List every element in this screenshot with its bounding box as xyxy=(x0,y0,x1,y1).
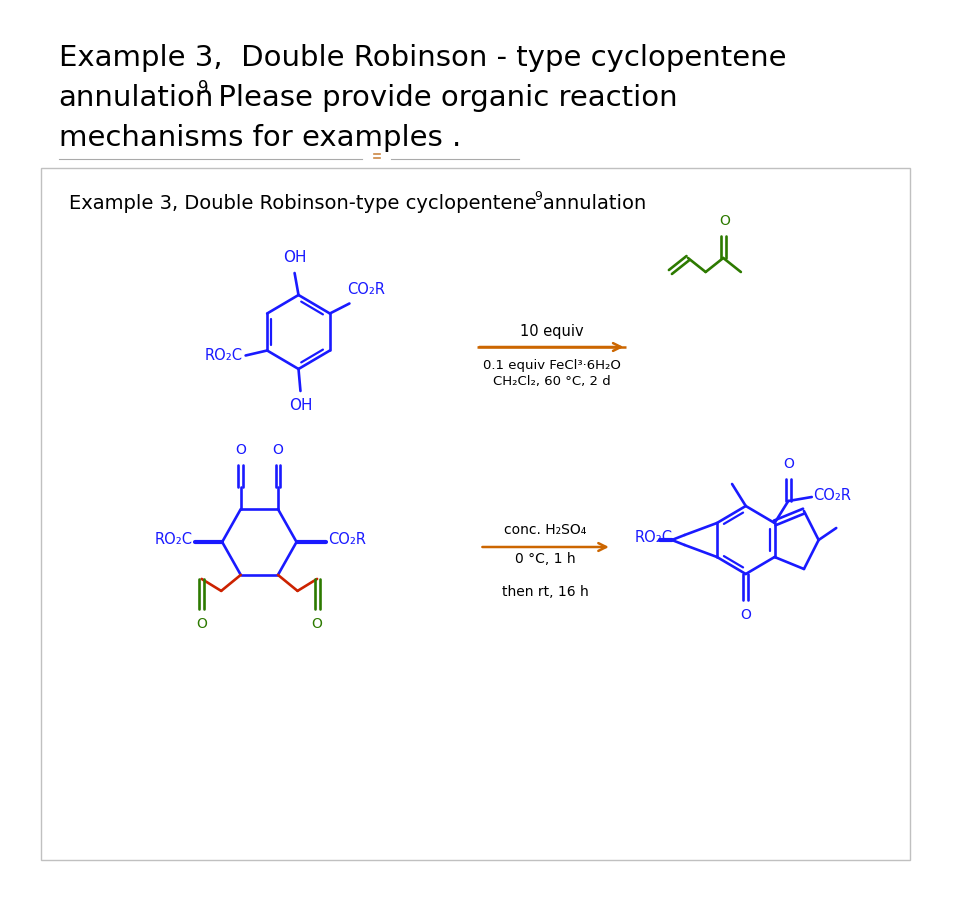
Text: mechanisms for examples .: mechanisms for examples . xyxy=(58,124,461,152)
Text: OH: OH xyxy=(283,250,306,265)
Text: then rt, 16 h: then rt, 16 h xyxy=(503,585,589,599)
Text: 0.1 equiv FeCl³·6H₂O: 0.1 equiv FeCl³·6H₂O xyxy=(482,359,620,372)
Text: CO₂R: CO₂R xyxy=(328,533,365,548)
Text: RO₂C: RO₂C xyxy=(635,530,673,546)
Text: 9: 9 xyxy=(198,79,209,97)
Text: O: O xyxy=(741,608,751,622)
Text: Example 3, Double Robinson-type cyclopentene annulation: Example 3, Double Robinson-type cyclopen… xyxy=(68,194,645,213)
Text: RO₂C: RO₂C xyxy=(205,348,243,363)
Text: Please provide organic reaction: Please provide organic reaction xyxy=(209,84,677,112)
Text: RO₂C: RO₂C xyxy=(155,533,192,548)
Text: O: O xyxy=(312,617,323,631)
Text: annulation: annulation xyxy=(58,84,214,112)
Text: O: O xyxy=(196,617,207,631)
Text: 0 °C, 1 h: 0 °C, 1 h xyxy=(515,552,576,566)
Text: 10 equiv: 10 equiv xyxy=(520,324,583,339)
Text: OH: OH xyxy=(289,398,312,413)
Text: conc. H₂SO₄: conc. H₂SO₄ xyxy=(504,523,587,537)
Text: O: O xyxy=(782,457,794,471)
Text: O: O xyxy=(272,443,284,457)
Text: 9: 9 xyxy=(535,190,542,203)
FancyBboxPatch shape xyxy=(41,168,910,860)
Text: O: O xyxy=(719,214,730,228)
Text: CH₂Cl₂, 60 °C, 2 d: CH₂Cl₂, 60 °C, 2 d xyxy=(493,375,610,388)
Text: CO₂R: CO₂R xyxy=(813,488,850,502)
Text: CO₂R: CO₂R xyxy=(347,282,386,298)
Text: O: O xyxy=(235,443,246,457)
Text: Example 3,  Double Robinson - type cyclopentene: Example 3, Double Robinson - type cyclop… xyxy=(58,44,786,72)
